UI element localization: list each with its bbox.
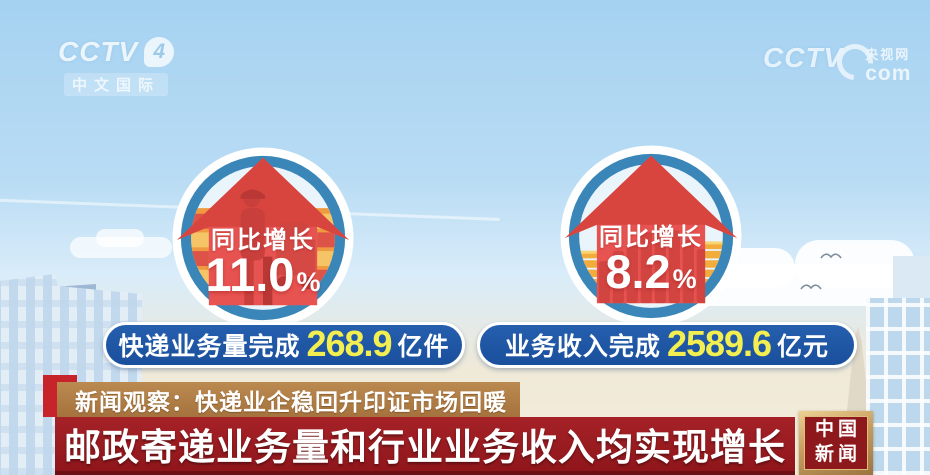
stat-pill-parcel-volume: 快递业务量完成 268.9 亿件 [103, 322, 465, 368]
stat-pill-value: 2589.6 [666, 322, 772, 364]
cctv4-channel-number: 4 [144, 37, 175, 67]
cctv-com-logo: CCTV 央视网 com [763, 36, 912, 88]
stat-pill-label: 业务收入完成 [504, 333, 661, 361]
house-roof [177, 157, 349, 240]
courier-illustration [240, 189, 316, 306]
cctv4-logo: CCTV 4 中文国际 [58, 36, 175, 96]
stat-pill-label: 快递业务量完成 [118, 333, 301, 361]
stat-circle-parcel-volume [172, 147, 354, 329]
stat-pill-unit: 亿元 [777, 333, 830, 361]
growth-number: 8.2 [605, 245, 671, 298]
channel-badge: 中国 新闻 [799, 411, 873, 475]
building-illustration-right [866, 298, 930, 475]
cctv-com-site-name: 央视网 [865, 47, 911, 62]
house-roof [565, 155, 737, 238]
growth-label-revenue: 同比增长 [599, 224, 703, 251]
stat-pill-revenue: 业务收入完成 2589.6 亿元 [477, 322, 857, 368]
bird-icon [800, 284, 822, 290]
stat-pill-unit: 亿件 [397, 333, 450, 361]
channel-badge-line2: 新闻 [814, 444, 861, 465]
bird-icon [820, 253, 842, 259]
stat-circle-revenue [560, 145, 742, 327]
cloud [96, 229, 144, 247]
main-headline-banner: 邮政寄递业务量和行业业务收入均实现增长 [55, 417, 795, 475]
cctv-com-domain: com [865, 62, 912, 85]
sub-headline-banner: 新闻观察：快递业企稳回升印证市场回暖 [57, 382, 520, 417]
bar-chart-illustration [598, 224, 708, 304]
percent-sign: % [672, 264, 697, 294]
cctv4-brand-text: CCTV [58, 36, 139, 67]
channel-badge-line1: 中国 [814, 419, 861, 441]
growth-label-parcel: 同比增长 [211, 227, 315, 254]
cctv4-subtitle: 中文国际 [64, 73, 169, 96]
growth-value-revenue: 8.2% [551, 248, 751, 295]
sub-headline-text: 新闻观察：快递业企稳回升印证市场回暖 [75, 388, 507, 415]
growth-number: 11.0 [205, 248, 295, 301]
stat-pill-value: 268.9 [306, 322, 392, 364]
main-headline-text: 邮政寄递业务量和行业业务收入均实现增长 [64, 427, 786, 468]
cloud [70, 237, 172, 258]
growth-value-parcel: 11.0% [163, 251, 363, 298]
channel-badge-panel: 中国 新闻 [804, 416, 868, 470]
cctv-com-brand-text: CCTV [763, 42, 844, 73]
percent-sign: % [296, 267, 321, 297]
